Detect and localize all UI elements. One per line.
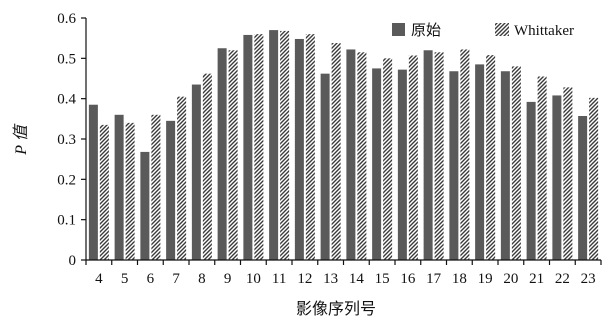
bar-original-23	[578, 116, 588, 260]
bar-whittaker-17	[434, 52, 444, 261]
legend-label-original: 原始	[411, 22, 441, 39]
x-tick-label: 18	[452, 271, 467, 287]
bar-original-19	[475, 64, 485, 260]
x-tick-label: 7	[172, 271, 180, 287]
y-axis: 0 0.1 0.2 0.3 0.4 0.5 0.6	[57, 11, 87, 269]
x-tick-label: 22	[555, 271, 570, 287]
x-tick-label: 5	[121, 271, 129, 287]
x-tick-label: 17	[426, 271, 442, 287]
x-tick-label: 14	[349, 271, 365, 287]
bar-original-21	[526, 101, 536, 260]
x-tick-label: 8	[198, 271, 206, 287]
x-tick-label: 4	[95, 271, 103, 287]
y-tick-label: 0	[69, 253, 77, 269]
x-tick-label: 12	[297, 271, 312, 287]
bar-original-22	[552, 95, 562, 260]
x-axis: 4 5 6 7 8 9 10 11 12 13 14 15 16 17 18 19 20 21 22 23	[85, 259, 602, 287]
bar-whittaker-21	[537, 76, 547, 260]
y-tick-label: 0.2	[57, 172, 76, 188]
x-axis-title: 影像序列号	[296, 300, 376, 318]
bar-original-12	[294, 38, 304, 261]
x-tick-label: 10	[246, 271, 261, 287]
x-tick-label: 11	[272, 271, 286, 287]
y-tick-label: 0.1	[57, 213, 76, 229]
y-tick-label: 0.6	[57, 11, 76, 27]
bar-original-10	[243, 34, 253, 260]
bar-whittaker-7	[177, 96, 187, 261]
bar-whittaker-6	[151, 114, 161, 260]
legend-label-whittaker: Whittaker	[514, 23, 574, 39]
bar-whittaker-8	[202, 73, 212, 260]
bar-original-11	[269, 30, 279, 260]
y-tick-label: 0.4	[57, 92, 76, 108]
x-tick-label: 13	[323, 271, 338, 287]
y-axis-title: P 值	[12, 123, 30, 155]
bar-original-15	[372, 68, 382, 261]
bar-whittaker-11	[280, 30, 290, 261]
bar-whittaker-20	[511, 66, 521, 261]
bar-whittaker-4	[99, 124, 109, 260]
bar-original-18	[449, 71, 459, 261]
bar-whittaker-10	[254, 34, 264, 261]
bar-whittaker-15	[383, 58, 393, 261]
legend-swatch-original	[392, 23, 405, 36]
x-tick-label: 19	[478, 271, 493, 287]
bar-original-6	[140, 151, 150, 260]
bar-original-14	[346, 49, 356, 261]
x-tick-label: 20	[503, 271, 518, 287]
bar-whittaker-12	[305, 34, 315, 261]
x-tick-label: 15	[375, 271, 390, 287]
x-tick-label: 16	[400, 271, 416, 287]
bar-whittaker-9	[228, 50, 238, 261]
bar-whittaker-23	[589, 97, 599, 260]
bar-original-17	[423, 50, 433, 261]
bar-whittaker-14	[357, 52, 367, 261]
bar-original-4	[88, 104, 98, 260]
legend-swatch-whittaker	[495, 23, 509, 36]
bar-whittaker-19	[486, 55, 496, 261]
bar-original-16	[397, 69, 407, 260]
y-tick-label: 0.3	[57, 132, 76, 148]
bar-original-20	[500, 71, 510, 261]
x-tick-label: 23	[581, 271, 596, 287]
bar-whittaker-18	[460, 49, 470, 261]
bar-whittaker-22	[563, 87, 573, 260]
bar-original-13	[320, 73, 330, 260]
x-tick-label: 9	[224, 271, 232, 287]
bar-whittaker-16	[408, 55, 418, 261]
bar-whittaker-5	[125, 122, 135, 260]
x-tick-label: 21	[529, 271, 544, 287]
bar-original-5	[114, 114, 124, 260]
x-tick-label: 6	[147, 271, 155, 287]
bars-group	[88, 30, 599, 261]
legend: 原始 Whittaker	[392, 22, 574, 39]
bar-original-7	[166, 120, 176, 260]
y-tick-label: 0.5	[57, 51, 76, 67]
bar-whittaker-13	[331, 43, 341, 260]
bar-original-8	[191, 84, 201, 260]
bar-original-9	[217, 48, 227, 260]
